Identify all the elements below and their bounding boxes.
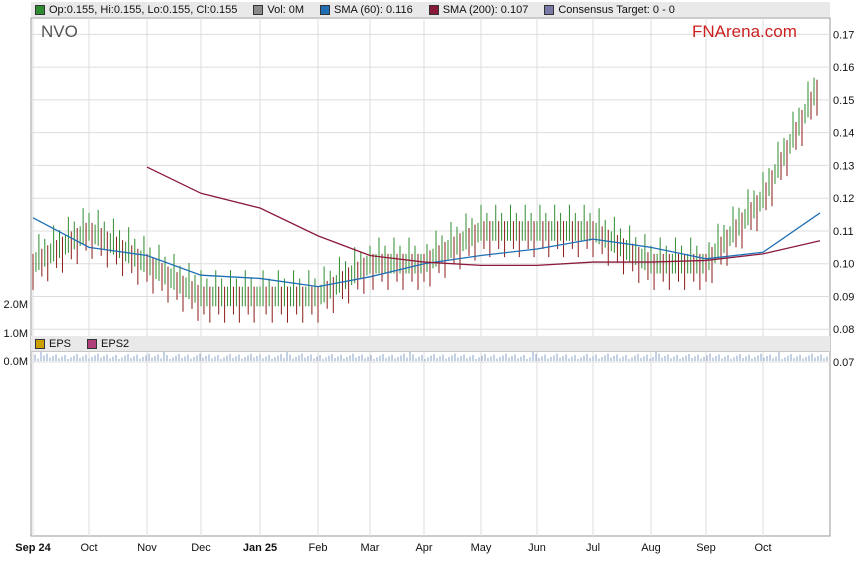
time-tick-label: Jun: [528, 542, 546, 554]
time-tick-label: May: [471, 542, 492, 554]
ticker-symbol: NVO: [41, 22, 78, 41]
legend-item-consensus: Consensus Target: 0 - 0: [544, 4, 675, 16]
time-tick-label: Mar: [361, 542, 380, 554]
brand-logo-text: FNArena.com: [692, 22, 797, 41]
legend-eps2-label: EPS2: [101, 337, 130, 350]
eps-panel: [30, 350, 831, 537]
price-tick-label: 0.13: [833, 160, 854, 172]
price-tick-label: 0.11: [833, 226, 854, 238]
sma60-swatch-icon: [320, 4, 331, 15]
time-tick-label: Jan 25: [243, 542, 277, 554]
price-tick-label: 0.09: [833, 291, 854, 303]
legend-consensus-label: Consensus Target: 0 - 0: [558, 3, 675, 16]
legend-eps-label: EPS: [49, 337, 72, 350]
volume-tick-label: 2.0M: [4, 299, 28, 311]
legend-item-eps2: EPS2: [87, 338, 129, 350]
volume-tick-label: 1.0M: [4, 328, 28, 340]
time-tick-label: Oct: [80, 542, 97, 554]
legend-item-eps: EPS: [35, 338, 71, 350]
time-tick-label: Aug: [641, 542, 661, 554]
legend-volume-label: Vol: 0M: [267, 3, 305, 16]
legend-sma60-label: SMA (60): 0.116: [334, 3, 413, 16]
legend-item-volume: Vol: 0M: [253, 4, 304, 16]
eps2-swatch-icon: [87, 338, 98, 349]
eps-swatch-icon: [35, 338, 45, 349]
price-tick-label: 0.10: [833, 259, 854, 271]
time-tick-label: Nov: [137, 542, 157, 554]
price-tick-label: 0.17: [833, 29, 854, 41]
price-tick-label: 0.14: [833, 128, 854, 140]
legend-item-sma60: SMA (60): 0.116: [320, 4, 413, 16]
price-tick-label: 0.08: [833, 324, 854, 336]
time-tick-label: Jul: [586, 542, 600, 554]
price-tick-label: 0.16: [833, 62, 854, 74]
legend-sma200-label: SMA (200): 0.107: [442, 3, 529, 16]
price-tick-label: 0.07: [833, 357, 854, 369]
legend-top: Op:0.155, Hi:0.155, Lo:0.155, Cl:0.155 V…: [31, 2, 830, 18]
legend-ohlc-label: Op:0.155, Hi:0.155, Lo:0.155, Cl:0.155: [49, 3, 238, 16]
time-tick-label: Apr: [415, 542, 432, 554]
time-tick-label: Sep: [696, 542, 716, 554]
volume-tick-label: 0.0M: [4, 356, 28, 368]
volume-swatch-icon: [253, 4, 264, 15]
legend-bottom: EPS EPS2: [31, 336, 830, 352]
legend-item-sma200: SMA (200): 0.107: [428, 3, 529, 16]
time-tick-label: Oct: [754, 542, 771, 554]
price-tick-label: 0.12: [833, 193, 854, 205]
sma200-swatch-icon: [428, 4, 439, 15]
ohlc-swatch-icon: [35, 4, 45, 15]
time-tick-label: Sep 24: [15, 542, 51, 554]
legend-item-ohlc: Op:0.155, Hi:0.155, Lo:0.155, Cl:0.155: [35, 4, 237, 16]
consensus-swatch-icon: [544, 4, 555, 15]
time-tick-label: Dec: [191, 542, 211, 554]
sma200-line: [146, 166, 821, 267]
price-panel: [30, 17, 831, 363]
price-tick-label: 0.15: [833, 95, 854, 107]
sma60-line: [32, 212, 821, 288]
time-tick-label: Feb: [309, 542, 328, 554]
